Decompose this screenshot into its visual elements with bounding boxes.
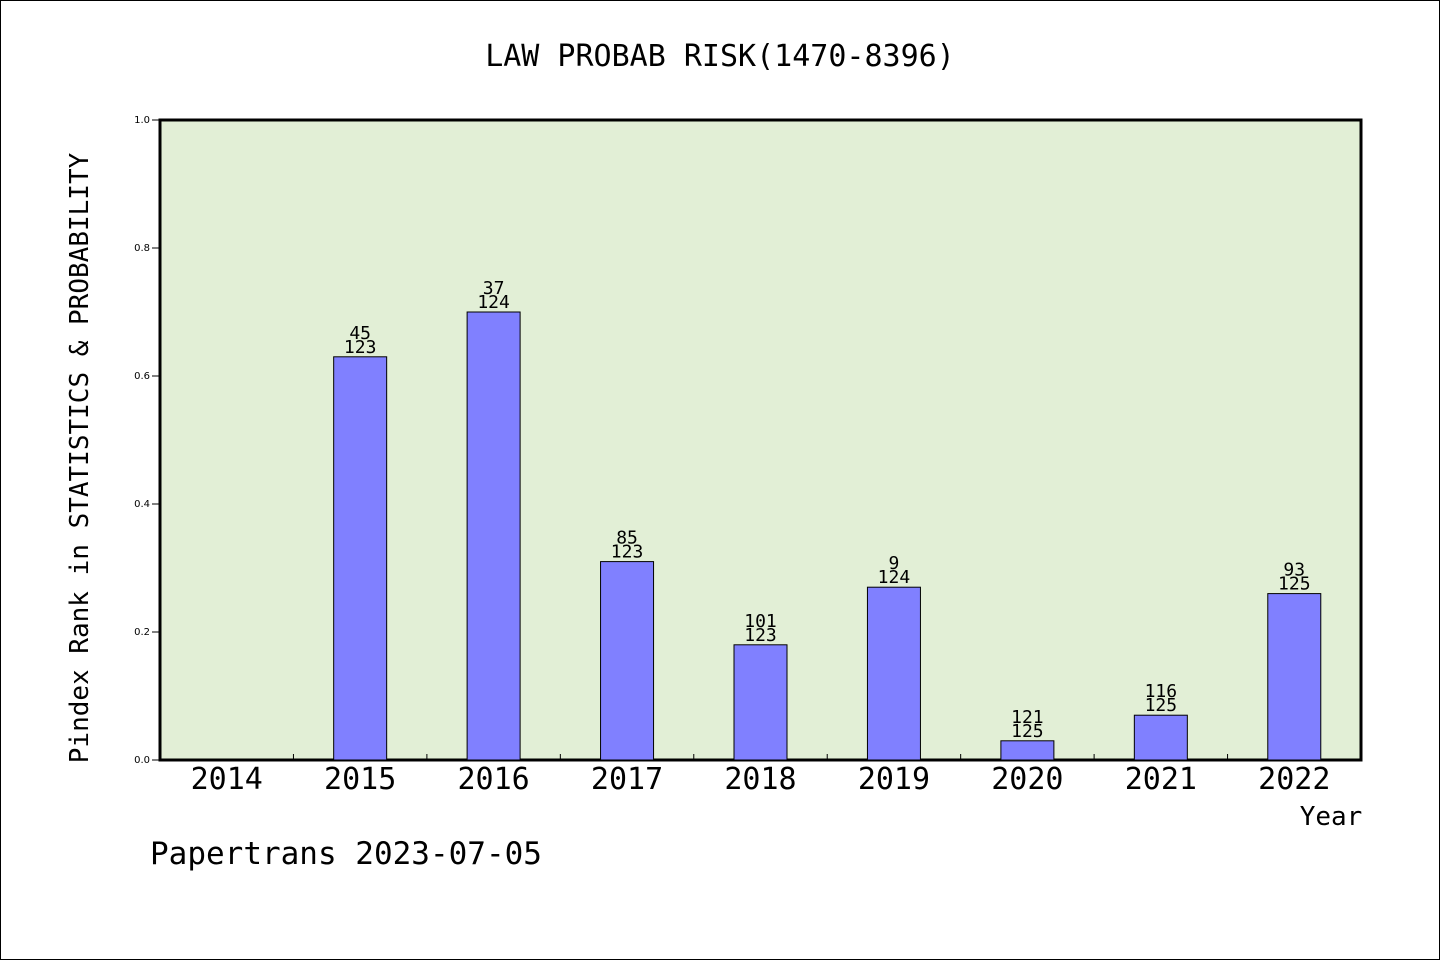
bar xyxy=(1000,740,1055,761)
y-axis-label: Pindex Rank in STATISTICS & PROBABILITY xyxy=(65,152,95,763)
bar-rank-label: 9 xyxy=(889,553,900,574)
bar-rank-label: 101 xyxy=(744,611,777,632)
x-tick-label: 2016 xyxy=(457,762,529,797)
x-tick-label: 2021 xyxy=(1125,762,1197,797)
y-tick-label: 1.0 xyxy=(134,115,150,126)
bar-total-label: 125 xyxy=(1145,695,1178,716)
x-tick-label: 2019 xyxy=(858,762,930,797)
y-tick-label: 0.4 xyxy=(134,499,150,510)
bar xyxy=(866,586,921,761)
y-tick-label: 0.0 xyxy=(134,755,150,766)
bar-total-label: 124 xyxy=(477,292,510,313)
bar-total-label: 123 xyxy=(611,542,644,563)
bar-total-label: 123 xyxy=(344,337,377,358)
y-axis: 0.0 0.2 0.4 0.6 0.8 1.0 xyxy=(134,115,160,766)
x-tick-label: 2022 xyxy=(1258,762,1330,797)
bar-rank-label: 116 xyxy=(1145,681,1178,702)
bar-total-label: 123 xyxy=(744,625,777,646)
chart-title: LAW PROBAB RISK(1470-8396) xyxy=(485,39,955,74)
bar-rank-label: 37 xyxy=(483,278,505,299)
bar xyxy=(733,644,788,761)
y-tick-label: 0.8 xyxy=(134,243,150,254)
bar xyxy=(1133,714,1188,761)
x-axis-label: Year xyxy=(1300,802,1363,832)
y-tick-label: 0.2 xyxy=(134,627,150,638)
bar-total-label: 124 xyxy=(878,567,911,588)
x-tick-label: 2018 xyxy=(724,762,796,797)
x-tick-label: 2015 xyxy=(324,762,396,797)
y-tick-label: 0.6 xyxy=(134,371,150,382)
x-axis: 2014 2015 2016 2017 2018 2019 2020 2021 2022 xyxy=(191,754,1330,797)
bar-rank-label: 85 xyxy=(616,528,638,549)
bar xyxy=(466,311,521,761)
footer-text: Papertrans 2023-07-05 xyxy=(150,836,542,872)
bar-total-label: 125 xyxy=(1011,721,1044,742)
bar-rank-label: 93 xyxy=(1283,560,1305,581)
bar-rank-label: 45 xyxy=(349,323,371,344)
x-tick-label: 2017 xyxy=(591,762,663,797)
bar-series: 4512337124851231011239124121125116125931… xyxy=(333,278,1322,761)
bar-total-label: 125 xyxy=(1278,574,1311,595)
bar xyxy=(333,356,388,761)
x-tick-label: 2014 xyxy=(191,762,263,797)
x-tick-label: 2020 xyxy=(991,762,1063,797)
bar xyxy=(1267,593,1322,761)
bar xyxy=(600,561,655,761)
bar-rank-label: 121 xyxy=(1011,707,1044,728)
